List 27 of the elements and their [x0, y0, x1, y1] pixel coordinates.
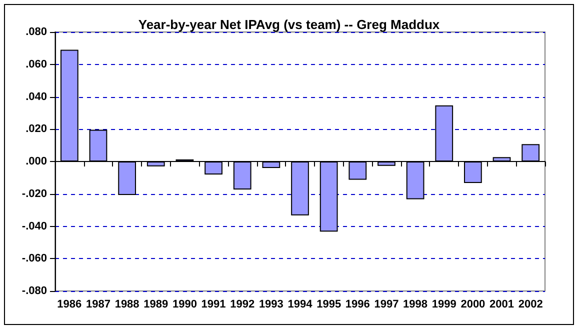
y-tick-label: -.020: [22, 188, 47, 200]
x-tick-label: 1988: [114, 298, 140, 310]
x-tick-label: 1990: [172, 298, 197, 310]
chart-title: Year-by-year Net IPAvg (vs team) -- Greg Maddux: [138, 17, 440, 32]
y-tick-label: -.080: [22, 285, 47, 297]
x-tick-label: 2002: [518, 298, 543, 310]
y-tick-label: .020: [26, 123, 47, 136]
x-tick-label: 1996: [345, 298, 370, 310]
x-tick-label: 1999: [432, 298, 456, 310]
y-tick-label: .040: [26, 90, 47, 103]
x-tick-label: 1989: [144, 298, 168, 310]
x-tick-label: 1993: [258, 298, 284, 310]
x-tick-label: 2001: [490, 298, 514, 310]
y-tick-label: -.060: [22, 252, 47, 265]
x-tick-label: 1998: [403, 298, 428, 310]
x-tick-label: 1994: [288, 298, 314, 310]
x-tick-label: 1995: [316, 298, 342, 310]
x-tick-label: 2000: [460, 298, 486, 310]
y-tick-label: .080: [26, 26, 47, 38]
x-tick-label: 1997: [374, 298, 399, 310]
x-tick-label: 1991: [201, 298, 226, 310]
y-tick-label: -.040: [22, 220, 47, 232]
x-tick-label: 1992: [230, 298, 255, 310]
x-tick-label: 1986: [57, 298, 82, 310]
x-tick-label: 1987: [86, 298, 110, 310]
y-tick-label: .060: [26, 58, 47, 70]
y-tick-label: .000: [26, 156, 47, 168]
